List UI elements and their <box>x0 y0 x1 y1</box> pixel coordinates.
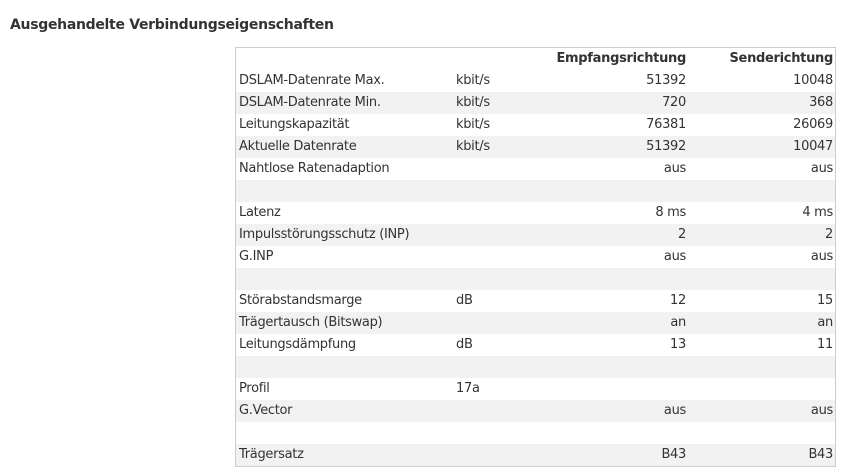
up-cell: 368 <box>809 95 833 110</box>
table-row: Nahtlose Ratenadaption aus aus <box>236 158 835 180</box>
up-cell: 15 <box>817 293 833 308</box>
header-cell: Empfangsrichtung <box>556 51 686 66</box>
unit-cell: 17a <box>456 381 480 396</box>
label-cell: G.Vector <box>239 403 293 418</box>
table-row: Trägersatz B43 B43 <box>236 444 835 466</box>
down-cell: aus <box>663 161 686 176</box>
table-row: G.Vector aus aus <box>236 400 835 422</box>
table-row: DSLAM-Datenrate Max. kbit/s 51392 10048 <box>236 70 835 92</box>
properties-table: Empfangsrichtung Senderichtung DSLAM-Dat… <box>235 47 836 467</box>
up-cell: 11 <box>817 337 833 352</box>
down-cell: 720 <box>662 95 686 110</box>
label-cell: DSLAM-Datenrate Max. <box>239 73 385 88</box>
up-cell: 4 ms <box>802 205 833 220</box>
up-cell: 26069 <box>793 117 833 132</box>
label-cell: Nahtlose Ratenadaption <box>239 161 390 176</box>
label-cell: DSLAM-Datenrate Min. <box>239 95 381 110</box>
down-cell: B43 <box>661 447 686 462</box>
label-cell: Latenz <box>239 205 281 220</box>
down-cell: 12 <box>670 293 686 308</box>
label-cell: Leitungskapazität <box>239 117 350 132</box>
section-title: Ausgehandelte Verbindungseigenschaften <box>10 17 334 33</box>
down-cell: aus <box>663 403 686 418</box>
unit-cell: kbit/s <box>456 73 490 88</box>
table-row: Leitungsdämpfung dB 13 11 <box>236 334 835 356</box>
table-row <box>236 422 835 444</box>
header-cell: Senderichtung <box>729 51 833 66</box>
up-cell: 2 <box>825 227 833 242</box>
label-cell: Aktuelle Datenrate <box>239 139 357 154</box>
down-cell: 2 <box>678 227 686 242</box>
up-cell: aus <box>810 403 833 418</box>
unit-cell: dB <box>456 293 473 308</box>
table-row: Latenz 8 ms 4 ms <box>236 202 835 224</box>
down-cell: 51392 <box>646 139 686 154</box>
header-row: Empfangsrichtung Senderichtung <box>236 48 835 70</box>
up-cell: 10047 <box>793 139 833 154</box>
down-cell: an <box>670 315 686 330</box>
table-row: DSLAM-Datenrate Min. kbit/s 720 368 <box>236 92 835 114</box>
unit-cell: dB <box>456 337 473 352</box>
down-cell: 76381 <box>646 117 686 132</box>
table-row: Impulsstörungsschutz (INP) 2 2 <box>236 224 835 246</box>
table-row: Störabstandsmarge dB 12 15 <box>236 290 835 312</box>
label-cell: Störabstandsmarge <box>239 293 362 308</box>
table-row <box>236 268 835 290</box>
table-row: Profil 17a <box>236 378 835 400</box>
unit-cell: kbit/s <box>456 95 490 110</box>
up-cell: B43 <box>808 447 833 462</box>
label-cell: Trägertausch (Bitswap) <box>239 315 383 330</box>
unit-cell: kbit/s <box>456 139 490 154</box>
down-cell: 51392 <box>646 73 686 88</box>
up-cell: 10048 <box>793 73 833 88</box>
label-cell: Leitungsdämpfung <box>239 337 356 352</box>
down-cell: aus <box>663 249 686 264</box>
up-cell: aus <box>810 249 833 264</box>
up-cell: aus <box>810 161 833 176</box>
table-row: G.INP aus aus <box>236 246 835 268</box>
down-cell: 13 <box>670 337 686 352</box>
table-row <box>236 356 835 378</box>
table-row: Aktuelle Datenrate kbit/s 51392 10047 <box>236 136 835 158</box>
unit-cell: kbit/s <box>456 117 490 132</box>
table-row: Leitungskapazität kbit/s 76381 26069 <box>236 114 835 136</box>
table-row <box>236 180 835 202</box>
up-cell: an <box>817 315 833 330</box>
label-cell: Trägersatz <box>239 447 304 462</box>
label-cell: G.INP <box>239 249 274 264</box>
down-cell: 8 ms <box>655 205 686 220</box>
label-cell: Profil <box>239 381 270 396</box>
table-row: Trägertausch (Bitswap) an an <box>236 312 835 334</box>
label-cell: Impulsstörungsschutz (INP) <box>239 227 410 242</box>
